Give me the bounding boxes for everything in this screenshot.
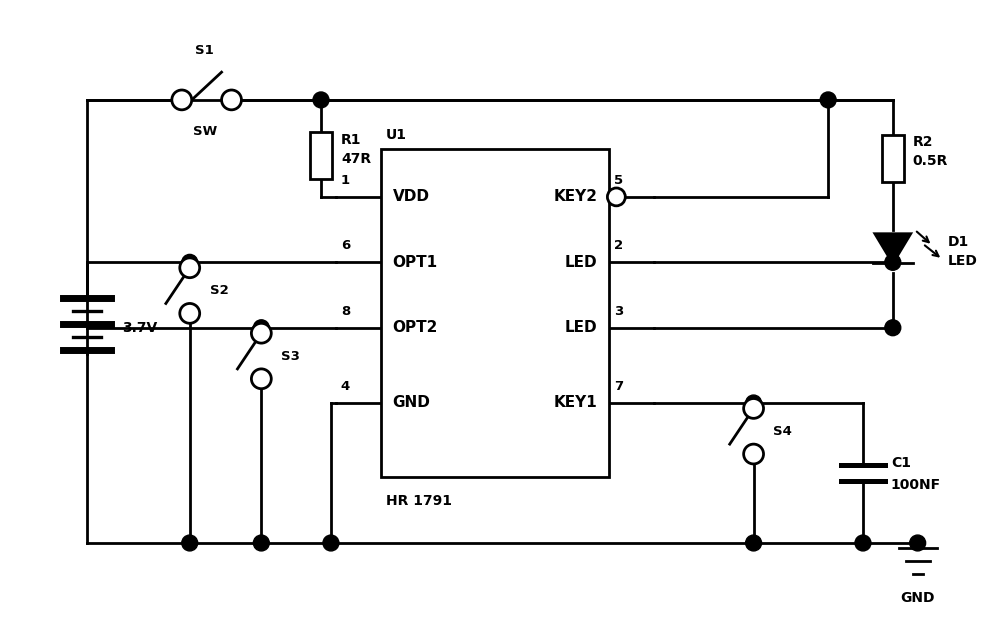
Text: KEY2: KEY2: [553, 189, 597, 204]
Circle shape: [744, 399, 764, 418]
Text: LED: LED: [565, 320, 597, 335]
Text: HR 1791: HR 1791: [386, 494, 452, 508]
Text: 100NF: 100NF: [891, 478, 941, 492]
Text: 8: 8: [341, 305, 350, 318]
Text: 4: 4: [341, 380, 350, 393]
Bar: [310, 132, 332, 179]
Circle shape: [746, 395, 762, 411]
Text: S4: S4: [773, 425, 792, 438]
Text: 5: 5: [614, 174, 623, 187]
Circle shape: [251, 323, 271, 343]
Circle shape: [253, 320, 269, 335]
Text: 0.5R: 0.5R: [913, 154, 948, 168]
Text: OPT2: OPT2: [393, 320, 438, 335]
Circle shape: [744, 444, 764, 464]
Bar: [381, 149, 609, 477]
Circle shape: [820, 92, 836, 108]
Text: S3: S3: [281, 349, 300, 363]
Text: 6: 6: [341, 239, 350, 253]
Text: 7: 7: [614, 380, 623, 393]
Text: R2: R2: [913, 135, 933, 149]
Text: OPT1: OPT1: [393, 255, 438, 270]
Circle shape: [222, 90, 241, 110]
Text: 3: 3: [614, 305, 624, 318]
Circle shape: [182, 535, 198, 551]
Circle shape: [855, 535, 871, 551]
Text: KEY1: KEY1: [554, 396, 597, 410]
Text: 2: 2: [614, 239, 623, 253]
Text: C1: C1: [891, 456, 911, 470]
Polygon shape: [875, 234, 911, 263]
Text: LED: LED: [565, 255, 597, 270]
Text: LED: LED: [948, 254, 977, 268]
Text: S2: S2: [210, 284, 228, 297]
Circle shape: [607, 188, 625, 206]
Text: VDD: VDD: [393, 189, 430, 204]
Text: SW: SW: [193, 125, 217, 138]
Text: GND: GND: [393, 396, 430, 410]
Circle shape: [182, 254, 198, 270]
Text: GND: GND: [900, 591, 935, 605]
Circle shape: [180, 258, 200, 278]
Text: U1: U1: [386, 127, 407, 142]
Circle shape: [251, 369, 271, 389]
Circle shape: [910, 535, 926, 551]
Circle shape: [323, 535, 339, 551]
Circle shape: [180, 303, 200, 323]
Text: 1: 1: [341, 174, 350, 187]
Circle shape: [746, 535, 762, 551]
Text: S1: S1: [195, 44, 214, 58]
Text: 3.7V: 3.7V: [122, 321, 157, 335]
Circle shape: [253, 535, 269, 551]
Circle shape: [172, 90, 192, 110]
Circle shape: [885, 254, 901, 270]
Text: R1: R1: [341, 132, 361, 147]
Text: D1: D1: [948, 235, 969, 249]
Text: 47R: 47R: [341, 153, 371, 166]
Circle shape: [313, 92, 329, 108]
Circle shape: [885, 320, 901, 335]
Bar: [882, 135, 904, 182]
